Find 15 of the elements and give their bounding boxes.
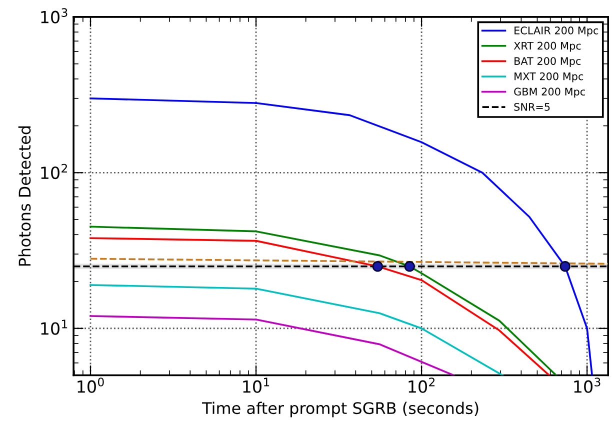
x-tick-label: 10$^{2}$	[408, 378, 434, 393]
legend-label: SNR=5	[514, 102, 550, 111]
x-tick-label: 10$^{3}$	[574, 378, 600, 393]
legend-label: BAT 200 Mpc	[514, 57, 581, 67]
legend-label: ECLAIR 200 Mpc	[514, 26, 598, 36]
legend-label: GBM 200 Mpc	[514, 88, 585, 98]
y-tick-label: 10$^{2}$	[41, 164, 67, 180]
y-tick-label: 10$^{3}$	[41, 8, 68, 24]
y-tick-label: 10$^{1}$	[41, 320, 68, 335]
x-tick-label: 10$^{1}$	[243, 378, 270, 393]
legend-label: MXT 200 Mpc	[514, 72, 584, 82]
y-axis-title: Photons Detected	[18, 126, 31, 266]
legend-label: XRT 200 Mpc	[514, 42, 581, 52]
x-tick-label: 10$^{0}$	[78, 378, 104, 393]
x-axis-title: Time after prompt SGRB (seconds)	[202, 402, 478, 418]
